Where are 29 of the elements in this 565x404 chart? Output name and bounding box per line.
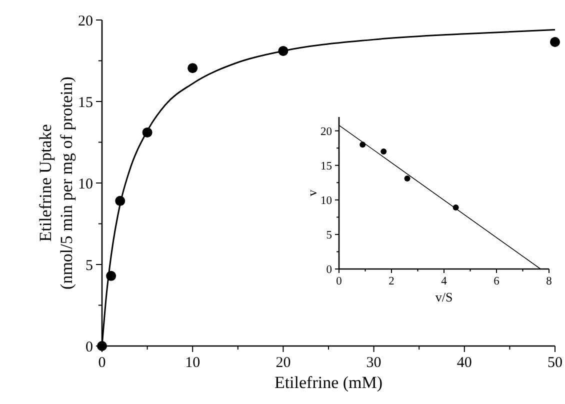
point	[550, 37, 560, 48]
y-tick-label: 0	[86, 339, 93, 356]
x-tick-label: 4	[441, 276, 448, 288]
x-tick-label: 40	[456, 355, 472, 371]
x-axis-title: Etilefrine (mM)	[274, 373, 383, 392]
x-tick-label: 0	[336, 276, 342, 288]
y-tick-label: 5	[326, 229, 332, 242]
x-tick-label: 30	[366, 355, 382, 371]
point	[380, 148, 387, 155]
y-tick-label: 15	[320, 160, 332, 172]
y-tick-label: 15	[78, 94, 93, 111]
x-tick-label: 0	[98, 355, 106, 371]
y-tick-label: 20	[78, 13, 93, 30]
point	[404, 175, 410, 182]
x-tick-label: 8	[546, 276, 552, 288]
y-tick-label: 10	[78, 176, 93, 192]
y-axis-title: v	[304, 189, 320, 196]
y-tick-label: 5	[86, 258, 93, 274]
y-axis-title: Etilefrine Uptake (nmol/5 min per mg of protein)	[36, 76, 76, 290]
x-tick-label: 10	[185, 355, 200, 371]
y-tick-label: 0	[326, 264, 332, 276]
x-axis-title: v/S	[435, 290, 453, 304]
x-tick-label: 6	[494, 276, 500, 288]
y-tick-label: 10	[320, 194, 332, 207]
x-tick-label: 20	[276, 355, 291, 371]
x-tick-label: 2	[388, 276, 395, 288]
x-tick-label: 50	[548, 355, 562, 371]
y-tick-label: 20	[320, 126, 332, 138]
point	[188, 63, 198, 74]
